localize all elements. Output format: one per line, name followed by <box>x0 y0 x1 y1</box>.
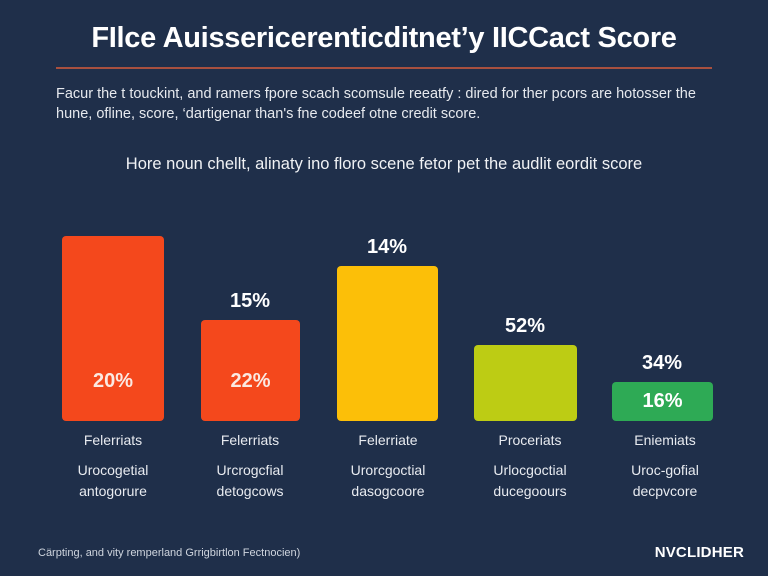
category-2-desc: Urcrogcfial detogcows <box>185 460 315 502</box>
category-1: Felerriats Urocogetial antogorure <box>48 432 178 502</box>
category-2: Felerriats Urcrogcfial detogcows <box>185 432 315 502</box>
bar-2-top-label: 15% <box>229 290 271 312</box>
title-divider <box>56 67 712 69</box>
category-2-desc-line1: Urcrogcfial <box>216 462 284 478</box>
bar-5-top-label: 34% <box>641 352 683 374</box>
bar-5: 16% <box>612 382 713 421</box>
brand-logo: NVCLIDHER <box>654 544 744 561</box>
category-3-desc-line1: Urorcgoctial <box>350 462 426 478</box>
category-2-name: Felerriats <box>220 432 280 448</box>
bar-2: 22% <box>201 320 300 421</box>
category-3-name: Felerriate <box>358 432 418 448</box>
category-5: Eniemiats Uroc-gofial decpvcore <box>600 432 730 502</box>
category-1-desc: Urocogetial antogorure <box>48 460 178 502</box>
category-5-desc-line1: Uroc-gofial <box>631 462 699 478</box>
footer-source-note: Cärpting, and vity remperland Grrigbirtl… <box>38 547 301 559</box>
bar-1: 20% <box>62 236 164 421</box>
bar-3 <box>337 266 438 421</box>
bar-5-inner-label: 16% <box>642 390 683 412</box>
category-5-desc-line2: decpvcore <box>632 483 698 499</box>
category-3-desc: Urorcgoctial dasogcoore <box>323 460 453 502</box>
bar-4-top-label: 52% <box>504 315 546 337</box>
category-3: Felerriate Urorcgoctial dasogcoore <box>323 432 453 502</box>
bar-4 <box>474 345 577 421</box>
category-4-desc-line2: ducegoours <box>493 483 567 499</box>
category-1-desc-line2: antogorure <box>79 483 147 499</box>
category-4: Proceriats Urlocgoctial ducegoours <box>465 432 595 502</box>
chart-subtitle: Hore noun chellt, alinaty ino floro scen… <box>125 155 643 173</box>
page-title: FIlce Auissericerenticditnet’y IICCact S… <box>91 22 677 54</box>
category-5-name: Eniemiats <box>634 432 696 448</box>
description-text: Facur the t touckint, and ramers fpore s… <box>56 86 696 122</box>
bar-1-inner-label: 20% <box>92 370 134 392</box>
category-1-name: Felerriats <box>83 432 143 448</box>
category-4-desc: Urlocgoctial ducegoours <box>465 460 595 502</box>
category-2-desc-line2: detogcows <box>216 483 284 499</box>
bar-2-inner-label: 22% <box>230 370 271 392</box>
category-3-desc-line2: dasogcoore <box>351 483 425 499</box>
category-4-desc-line1: Urlocgoctial <box>493 462 567 478</box>
bar-3-top-label: 14% <box>366 236 408 258</box>
category-4-name: Proceriats <box>498 432 562 448</box>
category-5-desc: Uroc-gofial decpvcore <box>600 460 730 502</box>
category-1-desc-line1: Urocogetial <box>77 462 149 478</box>
